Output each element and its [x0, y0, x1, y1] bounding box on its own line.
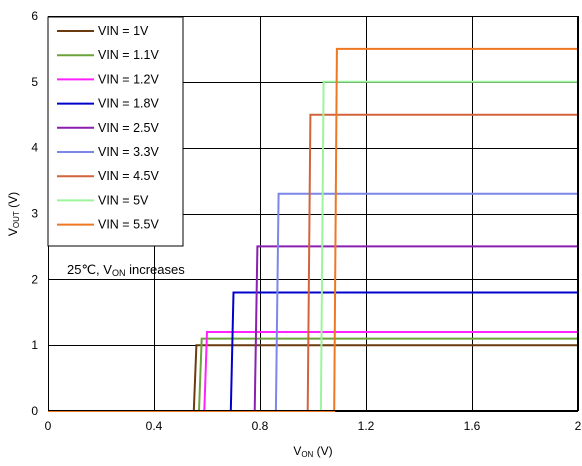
y-tick-label-4: 4 [31, 141, 38, 155]
x-tick-label-4: 1.6 [464, 419, 481, 433]
legend-label-1: VIN = 1.1V [98, 48, 159, 62]
tick-labels: 0 0.4 0.8 1.2 1.6 2 0 1 2 3 4 5 6 [31, 9, 581, 433]
legend-label-8: VIN = 5.5V [98, 218, 159, 232]
legend-label-3: VIN = 1.8V [98, 97, 159, 111]
annotation: 25℃, VON increases [67, 262, 185, 278]
legend-label-2: VIN = 1.2V [98, 72, 159, 86]
x-tick-label-2: 0.8 [252, 419, 269, 433]
legend-label-7: VIN = 5V [98, 193, 149, 207]
x-tick-label-3: 1.2 [358, 419, 375, 433]
legend: VIN = 1V VIN = 1.1V VIN = 1.2V VIN = 1.8V VI… [47, 16, 184, 247]
x-axis-label: VON (V) [293, 444, 332, 459]
legend-label-4: VIN = 2.5V [98, 121, 159, 135]
y-tick-label-1: 1 [31, 338, 38, 352]
y-tick-label-5: 5 [31, 75, 38, 89]
y-tick-label-2: 2 [31, 272, 38, 286]
x-tick-label-5: 2 [575, 419, 582, 433]
y-tick-label-6: 6 [31, 9, 38, 23]
y-axis-label: VOUT (V) [6, 192, 21, 236]
legend-label-5: VIN = 3.3V [98, 145, 159, 159]
legend-label-6: VIN = 4.5V [98, 169, 159, 183]
y-tick-label-3: 3 [31, 207, 38, 221]
y-tick-label-0: 0 [31, 404, 38, 418]
x-tick-label-1: 0.4 [146, 419, 163, 433]
x-tick-label-0: 0 [45, 419, 52, 433]
legend-label-0: VIN = 1V [98, 24, 149, 38]
